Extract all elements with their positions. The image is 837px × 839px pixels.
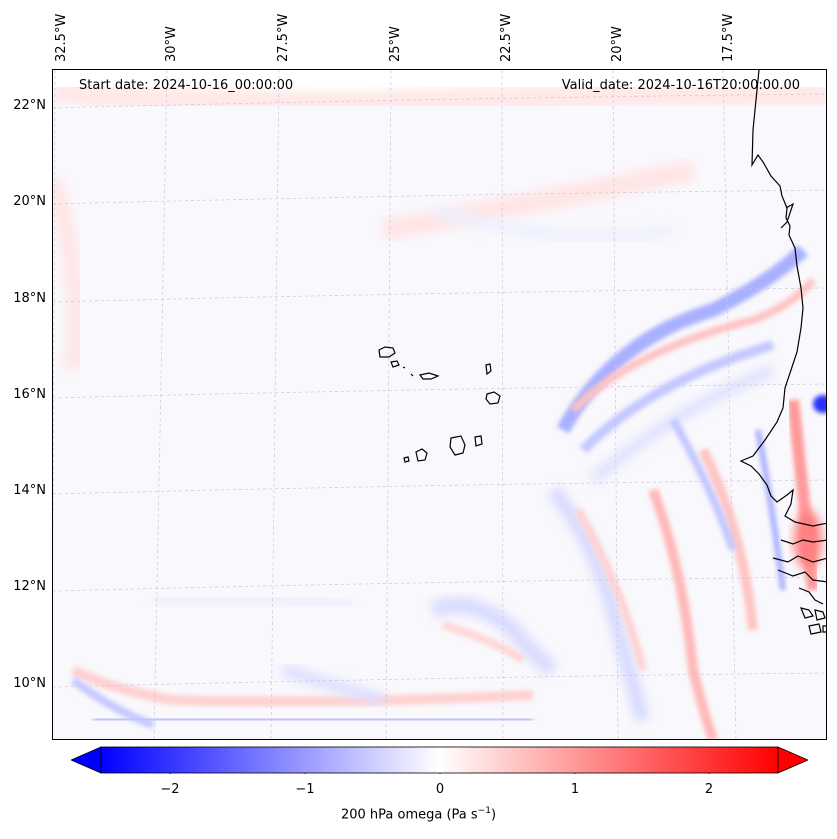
island-bijagos-3 [808, 623, 822, 635]
lat-label-20n: 20°N [13, 194, 46, 209]
omega-arc-blue-third [589, 364, 776, 485]
omega-patch-mid-pink [381, 160, 696, 240]
omega-streak-blue-coast [669, 418, 737, 552]
omega-streak-red-coast-2 [698, 447, 758, 631]
map-panel[interactable]: Start date: 2024-10-16_00:00:00 Valid_da… [52, 69, 827, 740]
african-coastline [739, 70, 826, 635]
omega-south-blue-faint [281, 664, 385, 706]
omega-patch-north-pink [53, 77, 826, 116]
cape-verde-islands [378, 346, 501, 463]
island-bijagos-4 [822, 625, 826, 633]
omega-south-faint-band [152, 593, 354, 610]
island-maio [474, 435, 483, 447]
start-date-label: Start date: 2024-10-16_00:00:00 [79, 78, 294, 93]
colorbar-min-extend-arrow [71, 746, 102, 774]
omega-arc-red [570, 277, 817, 413]
omega-streak-red-south [574, 508, 647, 671]
omega-patches [53, 77, 826, 739]
island-brava [403, 456, 410, 463]
colorbar-tick-1: 1 [570, 782, 580, 797]
omega-arc-blue-main [556, 245, 808, 434]
parallel-12n [53, 576, 826, 592]
omega-south-red-patch [441, 621, 526, 664]
omega-patch-west-pink [53, 177, 85, 371]
colorbar-tick-marks [169, 773, 710, 774]
coast-gambia-south [772, 555, 826, 563]
parallel-20n [53, 189, 826, 205]
lat-label-12n: 12°N [13, 579, 46, 594]
omega-south-blue-patch [430, 597, 558, 677]
meridian-25w [385, 70, 392, 739]
coast-bijagos [798, 587, 824, 605]
lon-label-30w: 30°W [164, 26, 179, 62]
parallel-10n [53, 672, 826, 688]
island-santa-luzia [402, 366, 406, 369]
omega-streak-blue-land [755, 429, 786, 591]
island-santiago [449, 435, 466, 456]
omega-streak-red-coast [648, 488, 718, 739]
lat-label-10n: 10°N [13, 676, 46, 691]
colorbar-tick-2: 2 [704, 782, 714, 797]
island-sao-vicente [390, 360, 400, 368]
lon-label-22.5w: 22.5°W [499, 13, 514, 62]
coast-mauritania-senegal [739, 70, 826, 527]
meridian-32.5w [53, 70, 56, 596]
lon-label-25w: 25°W [388, 26, 403, 62]
colorbar-label-text: 200 hPa omega (Pa s [340, 807, 478, 823]
lat-label-14n: 14°N [13, 483, 46, 498]
parallel-22n [53, 93, 826, 109]
coast-banc-arguin [780, 202, 795, 229]
omega-patch-mid-blue [431, 204, 675, 243]
coast-guinea-bissau [777, 569, 826, 583]
omega-max-negative [813, 395, 826, 413]
island-fogo [415, 448, 428, 462]
omega-field-map [53, 70, 826, 739]
colorbar-gradient [100, 746, 779, 774]
lon-label-32.5w: 32.5°W [54, 13, 69, 62]
island-santo-antao [378, 346, 396, 358]
lat-label-16n: 16°N [13, 387, 46, 402]
colorbar-max-extend-arrow [777, 746, 808, 774]
omega-south-red-band [70, 665, 534, 707]
island-bijagos-2 [814, 609, 826, 621]
colorbar-label-end: ) [490, 807, 497, 823]
colorbar-tick-0: 0 [435, 782, 445, 797]
meridian-20w [612, 70, 619, 739]
valid-date-label: Valid_date: 2024-10-16T20:00:00.00 [561, 78, 800, 93]
colorbar-tick-neg2: −2 [160, 782, 180, 797]
colorbar-label: 200 hPa omega (Pa s−1) [0, 806, 837, 822]
omega-south-blue-band [92, 715, 534, 724]
meridian-30w [153, 70, 168, 739]
omega-streak-blue-south [547, 485, 650, 723]
meridian-17.5w [722, 70, 737, 739]
island-islet [410, 373, 414, 377]
parallel-14n [53, 479, 826, 495]
island-bijagos-1 [800, 607, 814, 619]
island-boa-vista [485, 391, 501, 405]
lat-label-22n: 22°N [13, 98, 46, 113]
colorbar-tick-neg1: −1 [295, 782, 315, 797]
meridian-27.5w [270, 70, 280, 739]
parallel-16n [53, 383, 826, 399]
lat-label-18n: 18°N [13, 291, 46, 306]
lon-label-20w: 20°W [610, 26, 625, 62]
meridian-22.5w [501, 70, 504, 739]
omega-southwest-blue [70, 676, 155, 729]
island-sao-nicolau [418, 372, 440, 380]
island-sal [485, 363, 492, 376]
lon-label-27.5w: 27.5°W [276, 13, 291, 62]
omega-arc-blue-second [579, 340, 775, 454]
parallel-18n [53, 287, 826, 303]
coast-gambia-north [780, 539, 826, 545]
lon-label-17.5w: 17.5°W [721, 13, 736, 62]
graticule [53, 70, 826, 739]
omega-colorbar [71, 746, 808, 774]
colorbar-label-exponent: −1 [477, 806, 491, 816]
